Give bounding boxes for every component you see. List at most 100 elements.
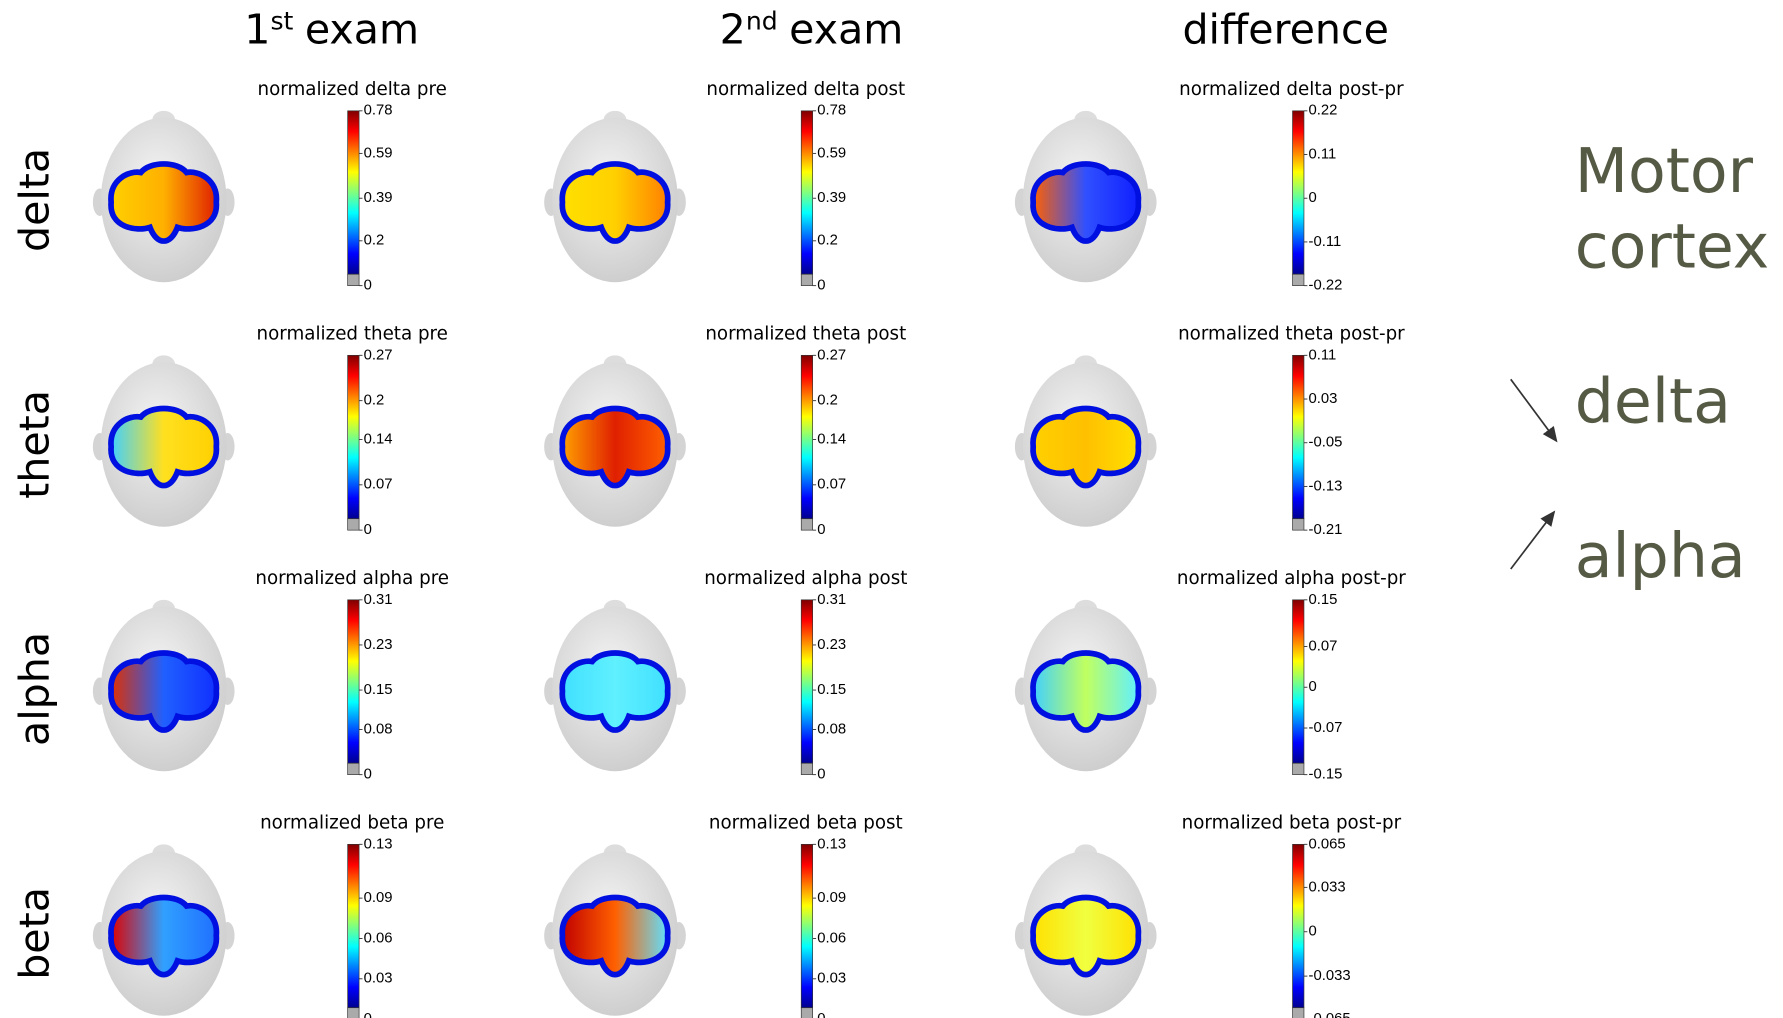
tick-label: 0 — [364, 522, 372, 538]
panel-title: normalized theta post-pr — [1178, 323, 1405, 344]
row-label: beta — [10, 887, 58, 980]
tick-label: 0.59 — [364, 145, 393, 161]
tick-label: 0 — [817, 1011, 825, 1018]
tick-label: 0.06 — [364, 930, 393, 946]
panel-title: normalized alpha post — [704, 568, 907, 589]
colorbar — [1293, 111, 1304, 274]
tick-label: 0.08 — [364, 721, 393, 737]
tick-label: 0.08 — [817, 721, 846, 737]
colorbar-under — [348, 763, 359, 774]
header-text: difference — [1182, 5, 1388, 53]
tick-label: 0.2 — [364, 233, 385, 249]
colorbar-under — [801, 274, 812, 285]
tick-label: 0.11 — [1309, 146, 1337, 162]
header-sup: nd — [746, 7, 778, 36]
colorbar — [1293, 600, 1304, 763]
tick-label: 0.59 — [817, 145, 846, 161]
tick-label: 0.2 — [364, 393, 385, 409]
row-label: alpha — [10, 632, 58, 746]
tick-label: 0.09 — [364, 890, 393, 906]
tick-label: 0.15 — [1309, 592, 1338, 608]
tick-label: 0.27 — [817, 347, 846, 363]
tick-label: -0.13 — [1309, 478, 1343, 494]
tick-label: 0.2 — [817, 233, 838, 249]
tick-label: 0.03 — [364, 971, 393, 987]
header-text: 2 — [720, 5, 746, 53]
colorbar-under — [1293, 1008, 1304, 1018]
tick-label: 0.06 — [817, 930, 846, 946]
panel-title: normalized beta post — [709, 812, 903, 833]
tick-label: -0.07 — [1309, 720, 1343, 736]
colorbar-under — [801, 519, 812, 530]
colorbar — [348, 600, 359, 763]
panel-title: normalized theta post — [705, 323, 906, 344]
tick-label: -0.033 — [1309, 968, 1351, 984]
tick-label: 0.2 — [817, 393, 838, 409]
colorbar-under — [1293, 519, 1304, 530]
activity-map — [111, 408, 216, 485]
tick-label: 0 — [364, 278, 372, 294]
tick-label: 0.22 — [1309, 103, 1338, 119]
colorbar — [801, 600, 812, 763]
tick-label: 0.78 — [364, 103, 393, 119]
tick-label: 0 — [817, 278, 825, 294]
tick-label: -0.15 — [1309, 767, 1343, 783]
annotation: delta — [1575, 366, 1731, 438]
activity-map — [562, 653, 667, 730]
tick-label: 0.15 — [364, 682, 393, 698]
activity-map — [111, 164, 216, 241]
colorbar-under — [801, 1008, 812, 1018]
arrow-up — [1511, 512, 1554, 569]
tick-label: 0 — [817, 767, 825, 783]
tick-label: -0.05 — [1309, 435, 1343, 451]
colorbar — [348, 355, 359, 518]
tick-label: 0.033 — [1309, 879, 1346, 895]
header-text: exam — [789, 5, 903, 53]
tick-label: 0.13 — [817, 836, 846, 852]
colorbar-under — [348, 519, 359, 530]
tick-label: 0 — [1309, 924, 1317, 940]
activity-map — [1033, 897, 1138, 974]
tick-label: 0.07 — [817, 477, 846, 493]
tick-label: 0.13 — [364, 836, 393, 852]
colorbar-under — [348, 1008, 359, 1018]
colorbar-under — [1293, 763, 1304, 774]
panel-title: normalized beta post-pr — [1182, 812, 1402, 833]
tick-label: 0.03 — [1309, 391, 1338, 407]
colorbar — [348, 844, 359, 1007]
tick-label: -0.11 — [1309, 234, 1342, 250]
tick-label: 0.23 — [364, 637, 393, 653]
panel-title: normalized alpha post-pr — [1177, 568, 1406, 589]
annotation: Motor — [1575, 135, 1754, 207]
tick-label: 0.065 — [1309, 836, 1346, 852]
tick-label: 0.09 — [817, 890, 846, 906]
colorbar — [801, 844, 812, 1007]
tick-label: 0.27 — [364, 347, 393, 363]
annotation: cortex — [1575, 210, 1770, 282]
panel-title: normalized delta post — [706, 79, 905, 100]
colorbar — [801, 111, 812, 274]
row-label: theta — [10, 390, 58, 499]
colorbar-under — [801, 763, 812, 774]
tick-label: 0.14 — [364, 431, 393, 447]
tick-label: 0 — [817, 522, 825, 538]
panel-title: normalized delta pre — [258, 79, 447, 100]
colorbar — [801, 355, 812, 518]
activity-map — [562, 164, 667, 241]
tick-label: 0.14 — [817, 431, 846, 447]
tick-label: 0.39 — [364, 190, 393, 206]
tick-label: 0.78 — [817, 103, 846, 119]
tick-label: 0 — [1309, 190, 1317, 206]
arrow-down — [1511, 379, 1557, 441]
header-sup: st — [270, 7, 293, 36]
activity-map — [562, 897, 667, 974]
colorbar-under — [1293, 274, 1304, 285]
tick-label: 0.07 — [1309, 638, 1338, 654]
colorbar — [1293, 844, 1304, 1007]
annotation: alpha — [1575, 520, 1746, 592]
panel-title: normalized theta pre — [257, 323, 448, 344]
tick-label: 0.11 — [1309, 347, 1337, 363]
tick-label: -0.065 — [1309, 1011, 1351, 1018]
tick-label: 0 — [1309, 679, 1317, 695]
